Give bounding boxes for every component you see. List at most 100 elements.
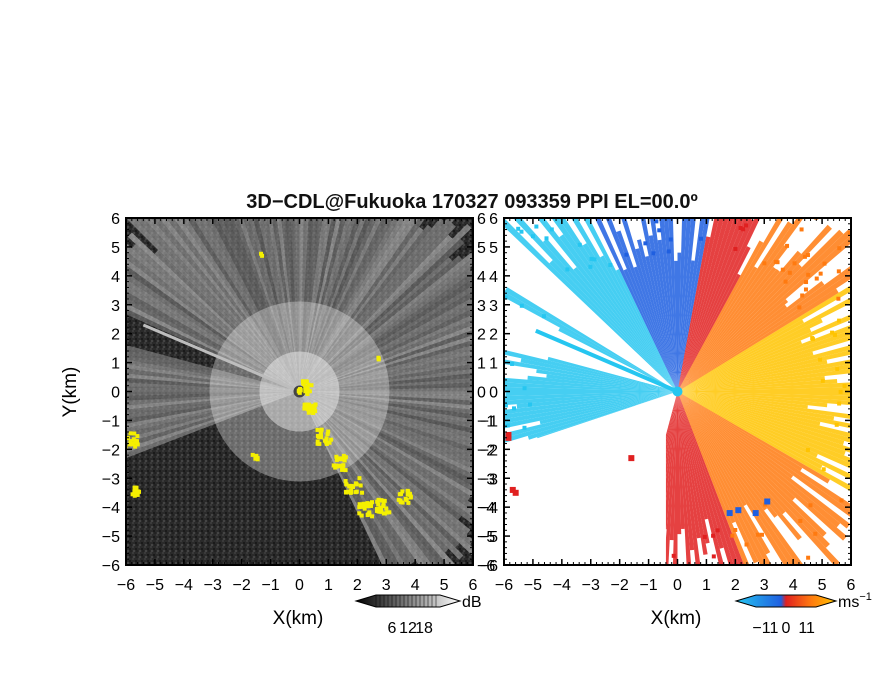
velocity-pixel <box>702 534 707 539</box>
flag-pixel <box>340 465 345 470</box>
velocity-pixel <box>818 271 823 276</box>
velocity-beam <box>542 238 678 392</box>
velocity-pixel <box>733 527 738 532</box>
velocity-beam <box>677 391 692 565</box>
velocity-beam <box>504 391 678 415</box>
flag-pixel <box>297 390 302 395</box>
velocity-beam <box>677 218 692 392</box>
left-x-axis-label: X(km) <box>273 608 324 629</box>
reflectivity-beam <box>126 303 300 392</box>
flag-pixel <box>349 484 354 489</box>
y-tick-label: 5 <box>111 240 120 257</box>
reflectivity-beam <box>222 218 300 392</box>
reflectivity-beam <box>299 391 473 397</box>
velocity-beam <box>677 391 747 507</box>
reflectivity-beam <box>126 391 300 415</box>
reflectivity-beam <box>299 391 471 535</box>
flag-pixel <box>260 253 265 258</box>
velocity-beam <box>677 391 847 541</box>
flag-pixel <box>366 512 371 517</box>
velocity-pixel <box>512 406 517 411</box>
y-tick-label: 4 <box>477 269 486 286</box>
x-tick-label: −3 <box>204 577 222 594</box>
velocity-pixel <box>744 617 748 621</box>
reflectivity-beam <box>126 279 300 392</box>
velocity-beam <box>677 391 851 453</box>
velocity-beam <box>527 375 678 392</box>
velocity-pixel <box>505 423 510 428</box>
velocity-pixel <box>808 503 813 508</box>
velocity-colorbar-tick-label: 0 <box>782 620 791 637</box>
flag-pixel <box>370 500 375 505</box>
velocity-pixel <box>733 246 738 251</box>
reflectivity-beam <box>299 386 473 392</box>
velocity-beam <box>650 218 678 392</box>
velocity-pixel <box>530 177 534 181</box>
velocity-beam <box>677 391 851 529</box>
velocity-beam <box>677 218 739 392</box>
velocity-pixel <box>810 336 815 341</box>
velocity-beam <box>677 391 685 530</box>
x-tick-label: −5 <box>524 577 542 594</box>
velocity-pixel <box>787 270 792 275</box>
reflectivity-beam <box>299 391 464 560</box>
reflectivity-beam <box>299 308 473 392</box>
velocity-pixel <box>783 165 787 169</box>
flag-pixel <box>132 431 137 436</box>
flag-pixel <box>337 463 342 468</box>
reflectivity-beam <box>299 391 400 565</box>
reflectivity-colorbar-tick-label: 18 <box>415 620 433 637</box>
reflectivity-beam <box>159 218 300 392</box>
reflectivity-beam <box>299 218 318 392</box>
velocity-beam <box>677 285 851 392</box>
y-tick-label: −6 <box>102 558 120 575</box>
velocity-pixel <box>847 230 851 235</box>
velocity-pixel <box>741 227 746 232</box>
velocity-beam <box>677 391 830 548</box>
y-tick-label: −1 <box>477 413 495 430</box>
velocity-beam <box>677 391 768 511</box>
reflectivity-beam <box>126 291 300 392</box>
flag-pixel <box>331 463 336 468</box>
y-tick-label: 4 <box>111 269 120 286</box>
velocity-beam <box>558 327 678 392</box>
velocity-beam <box>504 386 678 392</box>
velocity-colorbar-tick-label: −11 <box>752 620 778 637</box>
velocity-pixel <box>837 246 842 251</box>
velocity-pixel <box>679 167 683 171</box>
x-tick-label: 4 <box>789 577 798 594</box>
velocity-beam <box>677 391 851 443</box>
flag-pixel <box>132 489 137 494</box>
flag-pixel <box>309 404 314 409</box>
velocity-pixel <box>624 252 629 257</box>
reflectivity-beam <box>299 391 433 565</box>
reflectivity-beam <box>299 218 309 392</box>
velocity-pixel <box>632 583 636 587</box>
flag-pixel <box>135 434 140 439</box>
reflectivity-beam <box>290 218 300 392</box>
x-tick-label: −2 <box>233 577 251 594</box>
y-tick-label: 6 <box>477 211 486 228</box>
velocity-beam <box>677 391 821 426</box>
right-x-axis-label: X(km) <box>651 608 702 629</box>
reflectivity-beam <box>126 391 300 459</box>
velocity-beam <box>677 382 851 392</box>
velocity-pixel <box>548 165 552 169</box>
velocity-pixel <box>671 553 676 558</box>
flag-pixel <box>344 482 349 487</box>
velocity-beam <box>677 246 751 392</box>
reflectivity-beam <box>299 218 323 392</box>
reflectivity-beam <box>299 258 473 392</box>
flag-pixel <box>334 457 339 462</box>
flag-pixel <box>334 454 339 459</box>
flag-pixel <box>326 429 331 434</box>
clutter-pixel <box>628 455 635 462</box>
velocity-pixel <box>867 273 871 277</box>
velocity-beam <box>677 273 741 392</box>
reflectivity-beam <box>227 218 300 392</box>
velocity-beam <box>677 368 851 392</box>
velocity-pixel <box>803 287 808 292</box>
velocity-pixel <box>721 647 725 651</box>
velocity-beam <box>677 391 818 458</box>
velocity-pixel <box>654 657 658 661</box>
